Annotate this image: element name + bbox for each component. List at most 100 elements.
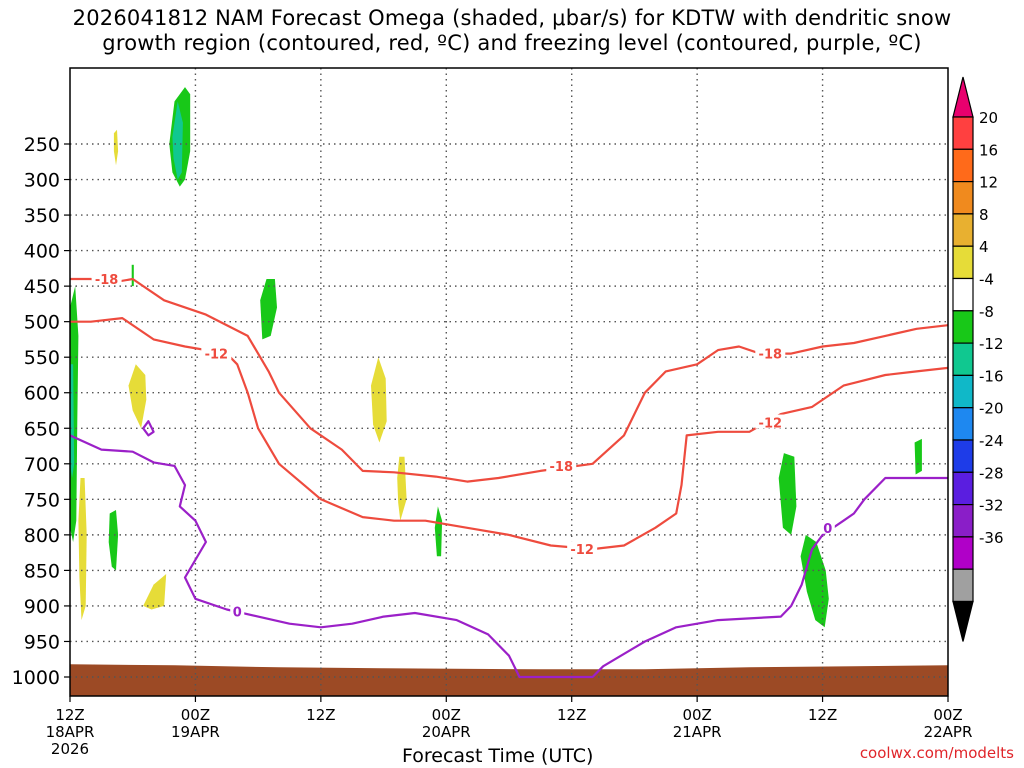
y-tick-label-14: 950	[24, 631, 60, 653]
y-tick-label-6: 550	[24, 347, 60, 369]
omega-shade-16	[914, 438, 922, 475]
contour-0	[70, 277, 948, 483]
x-axis-label: Forecast Time (UTC)	[402, 745, 594, 767]
contour-label-bg-2	[546, 457, 577, 472]
colorbar-seg-12	[952, 471, 974, 506]
plot-frame	[69, 67, 949, 697]
colorbar-seg-8	[952, 342, 974, 377]
contour-label-bg-3	[567, 541, 598, 556]
colorbar-seg-6	[952, 277, 974, 312]
contour-label-bg-5	[755, 414, 786, 429]
y-tick-label-11: 800	[24, 525, 60, 547]
colorbar-label-4: 4	[979, 238, 989, 256]
colorbar-bottom-arrow	[952, 600, 974, 642]
contour-2	[70, 434, 948, 679]
omega-shade-4	[78, 478, 87, 621]
x-tick-date-1: 19APR	[171, 723, 220, 741]
omega-shade-15	[800, 534, 829, 628]
x-tick-year-0: 2026	[51, 740, 89, 758]
contour-label-1: -12	[205, 348, 229, 363]
omega-shade-12	[397, 456, 407, 521]
x-tick-label-0: 12Z	[55, 706, 84, 724]
omega-shade-2	[70, 286, 79, 542]
colorbar-top-arrow	[952, 76, 974, 118]
colorbar-seg-5	[952, 245, 974, 280]
colorbar-label-13: -36	[979, 529, 1004, 547]
x-tick-label-6: 12Z	[808, 706, 837, 724]
y-tick-label-4: 450	[24, 276, 60, 298]
contour-label-4: -18	[759, 348, 783, 363]
x-tick-label-1: 00Z	[181, 706, 210, 724]
colorbar-seg-4	[952, 213, 974, 247]
x-tick-label-4: 12Z	[557, 706, 586, 724]
omega-shade-9	[131, 264, 134, 287]
contour-label-bg-7	[820, 519, 835, 534]
terrain-fill	[70, 664, 948, 696]
contour-3	[142, 420, 155, 437]
colorbar-label-5: -4	[979, 271, 994, 289]
colorbar-seg-14	[952, 536, 974, 570]
colorbar-seg-15	[952, 568, 974, 603]
colorbar-label-9: -20	[979, 400, 1004, 418]
credit-text[interactable]: coolwx.com/modelts	[859, 744, 1014, 762]
x-tick-date-7: 22APR	[924, 723, 973, 741]
title-line-2: growth region (contoured, red, ºC) and f…	[102, 31, 922, 55]
contour-label-6: 0	[233, 606, 242, 621]
contour-label-bg-4	[755, 345, 786, 360]
colorbar-seg-2	[952, 148, 974, 183]
x-tick-label-7: 00Z	[933, 706, 962, 724]
colorbar-label-12: -32	[979, 497, 1004, 515]
omega-shade-5	[113, 129, 119, 166]
omega-shade-10	[260, 279, 277, 340]
colorbar-label-1: 16	[979, 141, 998, 159]
contour-label-0: -18	[95, 273, 119, 288]
colorbar-seg-9	[952, 374, 974, 409]
y-tick-label-10: 750	[24, 489, 60, 511]
colorbar-seg-11	[952, 439, 974, 473]
y-tick-label-3: 400	[24, 241, 60, 263]
y-tick-label-9: 700	[24, 454, 60, 476]
y-tick-label-7: 600	[24, 383, 60, 405]
x-tick-date-3: 20APR	[422, 723, 471, 741]
omega-shade-1	[172, 101, 183, 180]
colorbar-label-7: -12	[979, 335, 1004, 353]
y-tick-label-13: 900	[24, 596, 60, 618]
title-line-1: 2026041812 NAM Forecast Omega (shaded, μ…	[72, 6, 952, 30]
y-tick-label-8: 650	[24, 418, 60, 440]
colorbar-label-2: 12	[979, 174, 998, 192]
contour-label-2: -18	[550, 460, 574, 475]
colorbar-seg-13	[952, 504, 974, 538]
y-tick-label-15: 1000	[12, 667, 60, 689]
x-tick-date-5: 21APR	[673, 723, 722, 741]
omega-shade-14	[778, 453, 797, 535]
omega-shade-11	[371, 357, 387, 443]
colorbar-label-11: -28	[979, 464, 1004, 482]
x-tick-label-3: 00Z	[432, 706, 461, 724]
contour-label-3: -12	[570, 543, 594, 558]
contour-label-5: -12	[759, 417, 783, 432]
y-tick-label-12: 850	[24, 560, 60, 582]
y-tick-label-2: 350	[24, 205, 60, 227]
x-tick-label-5: 00Z	[682, 706, 711, 724]
x-tick-label-2: 12Z	[306, 706, 335, 724]
y-tick-label-5: 500	[24, 312, 60, 334]
omega-shade-8	[143, 574, 167, 610]
y-tick-label-0: 250	[24, 134, 60, 156]
colorbar-seg-1	[952, 116, 974, 150]
contour-label-7: 0	[823, 522, 832, 537]
colorbar-seg-7	[952, 310, 974, 344]
colorbar-label-0: 20	[979, 109, 998, 127]
contour-label-bg-1	[201, 345, 232, 360]
omega-shade-7	[128, 364, 147, 429]
chart-title: 2026041812 NAM Forecast Omega (shaded, μ…	[0, 6, 1024, 56]
colorbar-label-8: -16	[979, 367, 1004, 385]
contour-label-bg-6	[230, 603, 245, 618]
x-tick-date-0: 18APR	[46, 723, 95, 741]
omega-shade-13	[434, 506, 443, 557]
colorbar-seg-10	[952, 407, 974, 441]
omega-shade-6	[108, 510, 119, 571]
colorbar-seg-3	[952, 181, 974, 215]
y-tick-label-1: 300	[24, 170, 60, 192]
colorbar-label-10: -24	[979, 432, 1004, 450]
